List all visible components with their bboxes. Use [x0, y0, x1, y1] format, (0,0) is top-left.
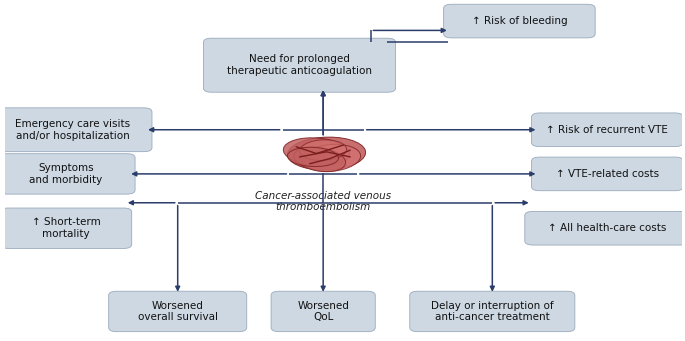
FancyBboxPatch shape — [0, 154, 135, 194]
FancyBboxPatch shape — [444, 4, 595, 38]
Text: ↑ Risk of recurrent VTE: ↑ Risk of recurrent VTE — [547, 125, 669, 135]
FancyBboxPatch shape — [532, 113, 683, 147]
Text: Emergency care visits
and/or hospitalization: Emergency care visits and/or hospitaliza… — [15, 119, 130, 140]
FancyBboxPatch shape — [1, 208, 132, 249]
Ellipse shape — [302, 144, 360, 172]
FancyBboxPatch shape — [410, 291, 575, 332]
Text: Cancer-associated venous
thromboembolism: Cancer-associated venous thromboembolism — [255, 191, 391, 212]
Text: ↑ All health-care costs: ↑ All health-care costs — [548, 223, 667, 233]
Text: ↑ Short-term
mortality: ↑ Short-term mortality — [32, 218, 101, 239]
FancyBboxPatch shape — [0, 108, 152, 152]
Ellipse shape — [300, 140, 347, 160]
Ellipse shape — [288, 137, 366, 170]
Ellipse shape — [288, 147, 338, 166]
Text: Worsened
QoL: Worsened QoL — [297, 301, 349, 322]
FancyBboxPatch shape — [203, 38, 395, 92]
Text: ↑ VTE-related costs: ↑ VTE-related costs — [556, 169, 659, 179]
Text: Delay or interruption of
anti-cancer treatment: Delay or interruption of anti-cancer tre… — [431, 301, 553, 322]
Text: Need for prolonged
therapeutic anticoagulation: Need for prolonged therapeutic anticoagu… — [227, 55, 372, 76]
Ellipse shape — [294, 147, 346, 172]
Text: Symptoms
and morbidity: Symptoms and morbidity — [29, 163, 103, 185]
FancyBboxPatch shape — [271, 291, 375, 332]
FancyBboxPatch shape — [532, 157, 683, 191]
FancyBboxPatch shape — [109, 291, 247, 332]
Text: Worsened
overall survival: Worsened overall survival — [138, 301, 218, 322]
Text: ↑ Risk of bleeding: ↑ Risk of bleeding — [471, 16, 567, 26]
Ellipse shape — [284, 138, 349, 166]
FancyBboxPatch shape — [525, 211, 685, 245]
